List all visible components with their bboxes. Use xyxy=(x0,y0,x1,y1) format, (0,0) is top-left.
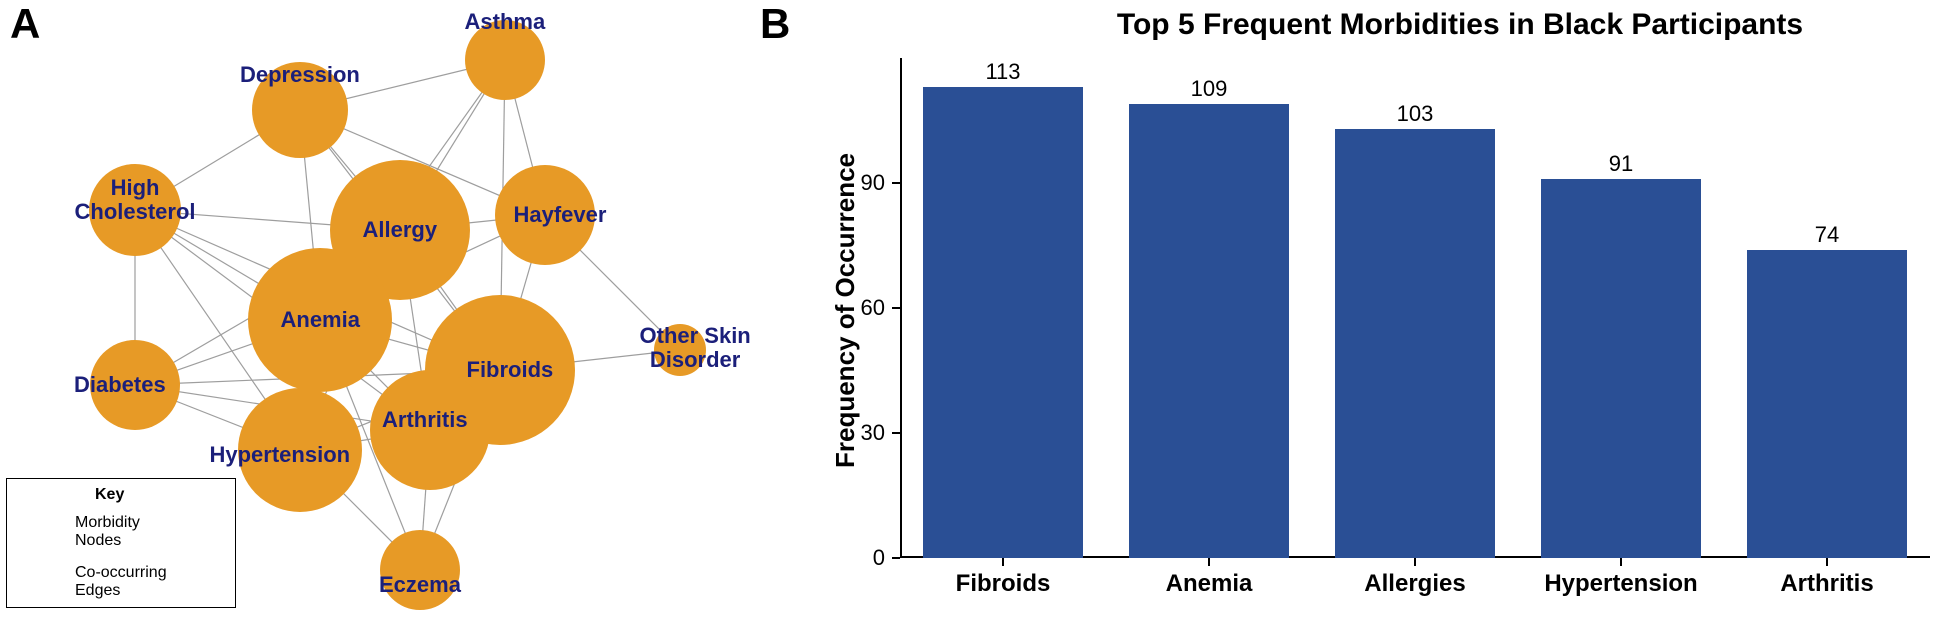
bar-value-label: 103 xyxy=(1375,101,1455,127)
network-node xyxy=(465,20,545,100)
bar-value-label: 109 xyxy=(1169,76,1249,102)
panel-b-label: B xyxy=(760,0,790,48)
legend-node-label: Morbidity Nodes xyxy=(75,514,140,551)
bar-value-label: 113 xyxy=(963,59,1043,85)
network-node xyxy=(380,530,460,610)
x-tick xyxy=(1002,558,1004,566)
y-tick xyxy=(892,432,900,434)
network-node xyxy=(495,165,595,265)
y-tick xyxy=(892,182,900,184)
x-tick-label: Arthritis xyxy=(1724,570,1930,598)
x-tick xyxy=(1414,558,1416,566)
chart-title: Top 5 Frequent Morbidities in Black Part… xyxy=(1060,8,1860,42)
y-tick-label: 30 xyxy=(845,420,885,446)
bar xyxy=(1335,129,1496,558)
y-axis xyxy=(900,58,902,558)
x-tick xyxy=(1826,558,1828,566)
x-tick xyxy=(1208,558,1210,566)
bar xyxy=(923,87,1084,558)
y-tick-label: 0 xyxy=(845,545,885,571)
network-node xyxy=(370,370,490,490)
legend-title: Key xyxy=(95,486,124,504)
network-node xyxy=(89,164,181,256)
network-node xyxy=(252,62,348,158)
legend-edge-label: Co-occurring Edges xyxy=(75,564,167,601)
y-tick-label: 60 xyxy=(845,295,885,321)
y-tick-label: 90 xyxy=(845,170,885,196)
network-node xyxy=(248,248,392,392)
bar xyxy=(1129,104,1290,558)
x-tick-label: Allergies xyxy=(1312,570,1518,598)
network-node xyxy=(238,388,362,512)
network-node xyxy=(654,324,706,376)
x-tick-label: Anemia xyxy=(1106,570,1312,598)
x-tick-label: Hypertension xyxy=(1518,570,1724,598)
panel-a-network: A AsthmaDepressionHigh CholesterolAllerg… xyxy=(0,0,760,620)
network-node xyxy=(90,340,180,430)
x-tick-label: Fibroids xyxy=(900,570,1106,598)
bar xyxy=(1747,250,1908,558)
bar xyxy=(1541,179,1702,558)
bar-value-label: 91 xyxy=(1581,151,1661,177)
y-tick xyxy=(892,557,900,559)
y-tick xyxy=(892,307,900,309)
panel-b-barchart: B Top 5 Frequent Morbidities in Black Pa… xyxy=(760,0,1944,620)
plot-area xyxy=(900,58,1930,558)
x-tick xyxy=(1620,558,1622,566)
bar-value-label: 74 xyxy=(1787,222,1867,248)
